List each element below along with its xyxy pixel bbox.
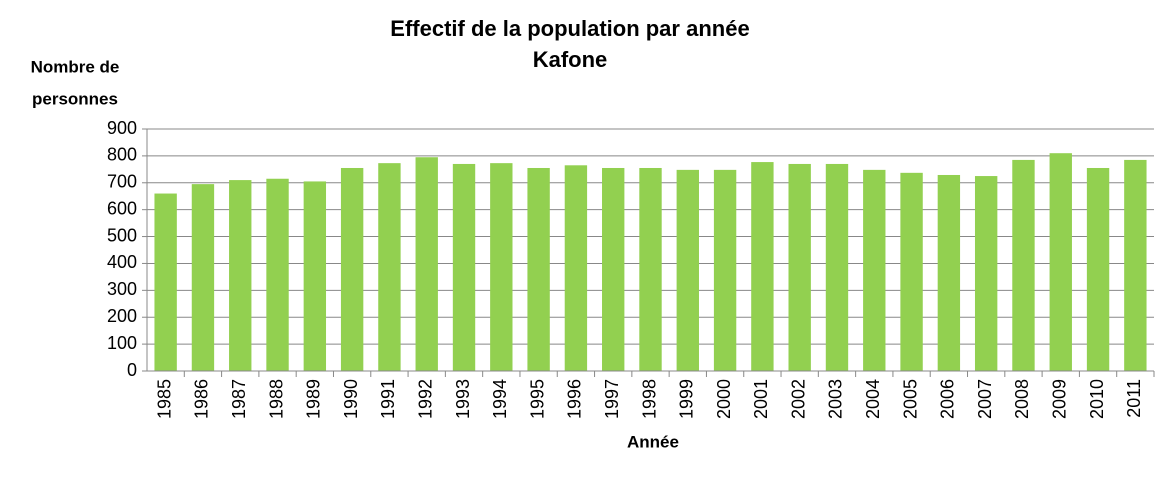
y-tick-label: 900 bbox=[107, 118, 137, 138]
x-tick-label: 1994 bbox=[490, 379, 510, 419]
bar bbox=[1049, 153, 1072, 371]
bar bbox=[527, 167, 550, 371]
bar bbox=[639, 167, 662, 371]
x-tick-label: 1995 bbox=[527, 379, 547, 419]
x-tick-label: 2002 bbox=[788, 379, 808, 419]
y-tick-label: 600 bbox=[107, 198, 137, 218]
bar bbox=[415, 157, 438, 371]
bar bbox=[266, 178, 289, 371]
x-tick-label: 1997 bbox=[602, 379, 622, 419]
bar bbox=[676, 169, 699, 371]
y-tick-label: 200 bbox=[107, 306, 137, 326]
x-tick-label: 2009 bbox=[1050, 379, 1070, 419]
bar bbox=[788, 163, 811, 371]
x-tick-label: 1990 bbox=[341, 379, 361, 419]
y-tick-label: 800 bbox=[107, 145, 137, 165]
bar bbox=[1124, 159, 1147, 371]
bar bbox=[154, 193, 177, 371]
chart-subtitle: Kafone bbox=[533, 47, 608, 72]
x-tick-label: 1985 bbox=[154, 379, 174, 419]
x-tick-label: 1992 bbox=[415, 379, 435, 419]
bar bbox=[191, 184, 215, 371]
y-tick-label: 500 bbox=[107, 225, 137, 245]
x-tick-label: 1988 bbox=[266, 379, 286, 419]
x-tick-label: 1998 bbox=[639, 379, 659, 419]
bar bbox=[937, 174, 961, 371]
bar bbox=[1086, 167, 1110, 371]
bar bbox=[303, 181, 327, 371]
bar bbox=[378, 163, 401, 371]
bar bbox=[490, 163, 513, 371]
bar bbox=[229, 180, 252, 371]
x-tick-label: 2007 bbox=[975, 379, 995, 419]
bar bbox=[1012, 159, 1035, 371]
y-axis-label: personnes bbox=[32, 89, 118, 108]
x-tick-label: 1996 bbox=[565, 379, 585, 419]
bar bbox=[340, 167, 364, 371]
x-tick-label: 2011 bbox=[1124, 379, 1144, 418]
x-tick-label: 2003 bbox=[826, 379, 846, 419]
bar bbox=[751, 162, 774, 371]
x-tick-label: 2001 bbox=[751, 379, 771, 419]
y-tick-label: 0 bbox=[127, 360, 137, 380]
x-tick-label: 1986 bbox=[192, 379, 212, 419]
x-tick-label: 2000 bbox=[714, 379, 734, 419]
x-tick-label: 1991 bbox=[378, 379, 398, 419]
x-tick-label: 1987 bbox=[229, 379, 249, 419]
bar bbox=[974, 176, 998, 371]
bar bbox=[452, 163, 476, 371]
x-tick-label: 2010 bbox=[1087, 379, 1107, 419]
x-tick-label: 2005 bbox=[900, 379, 920, 419]
bar bbox=[825, 163, 849, 371]
bar bbox=[564, 165, 588, 371]
x-tick-label: 1989 bbox=[304, 379, 324, 419]
bar bbox=[900, 172, 923, 371]
y-tick-label: 100 bbox=[107, 333, 137, 353]
x-tick-label: 1999 bbox=[677, 379, 697, 419]
x-tick-label: 2006 bbox=[938, 379, 958, 419]
y-axis-label: Nombre de bbox=[31, 57, 120, 76]
x-tick-label: 1993 bbox=[453, 379, 473, 419]
y-tick-label: 300 bbox=[107, 279, 137, 299]
x-axis-label: Année bbox=[627, 432, 679, 451]
x-tick-label: 2008 bbox=[1012, 379, 1032, 419]
chart-title: Effectif de la population par année bbox=[390, 16, 749, 41]
bar bbox=[713, 169, 737, 371]
x-tick-label: 2004 bbox=[863, 379, 883, 419]
bar bbox=[863, 169, 886, 371]
y-tick-label: 700 bbox=[107, 172, 137, 192]
y-tick-label: 400 bbox=[107, 252, 137, 272]
bar bbox=[602, 167, 625, 371]
